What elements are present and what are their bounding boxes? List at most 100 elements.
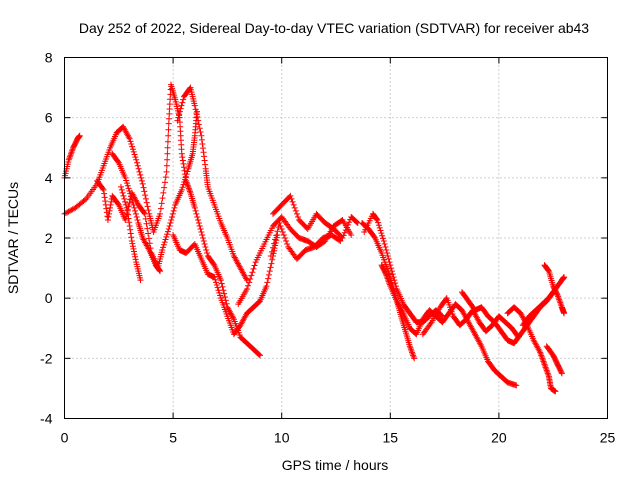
data-point bbox=[391, 277, 398, 284]
data-point bbox=[268, 248, 275, 255]
y-tick-label: 6 bbox=[45, 110, 53, 126]
data-point bbox=[140, 184, 147, 191]
data-point bbox=[129, 198, 136, 205]
data-point bbox=[129, 146, 136, 153]
series-trace-r bbox=[541, 262, 568, 317]
data-point bbox=[170, 207, 177, 214]
data-point bbox=[195, 216, 202, 223]
data-point bbox=[132, 256, 139, 263]
data-point bbox=[123, 180, 130, 187]
series-trace-q bbox=[519, 274, 568, 329]
data-point bbox=[382, 269, 389, 276]
data-point bbox=[513, 382, 520, 389]
data-point bbox=[353, 219, 360, 226]
series-trace-g bbox=[170, 231, 281, 338]
data-point bbox=[141, 188, 148, 195]
data-point bbox=[129, 243, 136, 250]
data-point bbox=[223, 300, 230, 307]
series-trace-k bbox=[359, 219, 418, 362]
data-point bbox=[137, 171, 144, 178]
data-point bbox=[128, 140, 135, 147]
data-point bbox=[272, 236, 279, 243]
series-trace-s bbox=[543, 343, 565, 377]
data-point bbox=[247, 275, 254, 282]
data-point bbox=[198, 132, 205, 139]
data-point bbox=[127, 230, 134, 237]
data-point bbox=[390, 274, 397, 281]
data-point bbox=[160, 241, 167, 248]
data-point bbox=[161, 179, 168, 186]
data-point bbox=[160, 189, 167, 196]
data-point bbox=[176, 111, 183, 118]
data-point bbox=[174, 117, 181, 124]
data-point bbox=[381, 241, 388, 248]
data-point bbox=[176, 108, 183, 115]
data-point bbox=[250, 265, 257, 272]
data-point bbox=[411, 355, 418, 362]
data-point bbox=[256, 352, 263, 359]
series-trace-h bbox=[235, 213, 355, 308]
data-point bbox=[114, 158, 121, 165]
data-point bbox=[382, 244, 389, 251]
data-point bbox=[373, 216, 380, 223]
data-point bbox=[99, 185, 106, 192]
data-point bbox=[121, 195, 128, 202]
data-point bbox=[212, 279, 219, 286]
data-point bbox=[107, 204, 114, 211]
data-point bbox=[380, 238, 387, 245]
data-point bbox=[284, 241, 291, 248]
data-point bbox=[134, 216, 141, 223]
y-tick-label: 8 bbox=[45, 50, 53, 66]
data-point bbox=[122, 198, 129, 205]
data-point bbox=[266, 268, 273, 275]
data-point bbox=[145, 207, 152, 214]
data-point bbox=[221, 290, 228, 297]
data-point bbox=[133, 213, 140, 220]
data-point bbox=[122, 201, 129, 208]
data-point bbox=[348, 231, 355, 238]
data-point bbox=[144, 203, 151, 210]
data-point bbox=[165, 126, 172, 133]
data-point bbox=[126, 200, 133, 207]
data-point bbox=[384, 250, 391, 257]
data-point bbox=[387, 262, 394, 269]
data-point bbox=[203, 247, 210, 254]
data-point bbox=[344, 221, 351, 228]
data-point bbox=[117, 183, 124, 190]
data-point bbox=[135, 165, 142, 172]
data-point bbox=[157, 205, 164, 212]
data-point bbox=[192, 207, 199, 214]
data-point bbox=[200, 149, 207, 156]
data-point bbox=[103, 205, 110, 212]
data-point bbox=[270, 244, 277, 251]
data-point bbox=[217, 292, 224, 299]
data-point bbox=[163, 233, 170, 240]
data-point bbox=[106, 207, 113, 214]
y-tick-labels: -4 -2 0 2 4 6 8 bbox=[40, 50, 53, 427]
data-point bbox=[213, 282, 220, 289]
data-point bbox=[211, 274, 218, 281]
data-point bbox=[132, 154, 139, 161]
data-point bbox=[263, 283, 270, 290]
data-point bbox=[162, 236, 169, 243]
data-point bbox=[276, 219, 283, 226]
data-point bbox=[180, 160, 187, 167]
data-point bbox=[552, 388, 559, 395]
data-point bbox=[197, 128, 204, 135]
data-point bbox=[133, 159, 140, 166]
data-point bbox=[264, 279, 271, 286]
data-point bbox=[267, 264, 274, 271]
data-point bbox=[104, 216, 111, 223]
data-point bbox=[131, 251, 138, 258]
data-point bbox=[123, 204, 130, 211]
data-point bbox=[164, 138, 171, 145]
series-trace-b bbox=[61, 81, 263, 359]
data-point bbox=[180, 181, 187, 188]
data-point bbox=[132, 207, 139, 214]
data-point bbox=[341, 229, 348, 236]
x-tick-label: 0 bbox=[61, 430, 69, 446]
data-point bbox=[337, 238, 344, 245]
data-point bbox=[389, 271, 396, 278]
data-point bbox=[143, 220, 150, 227]
